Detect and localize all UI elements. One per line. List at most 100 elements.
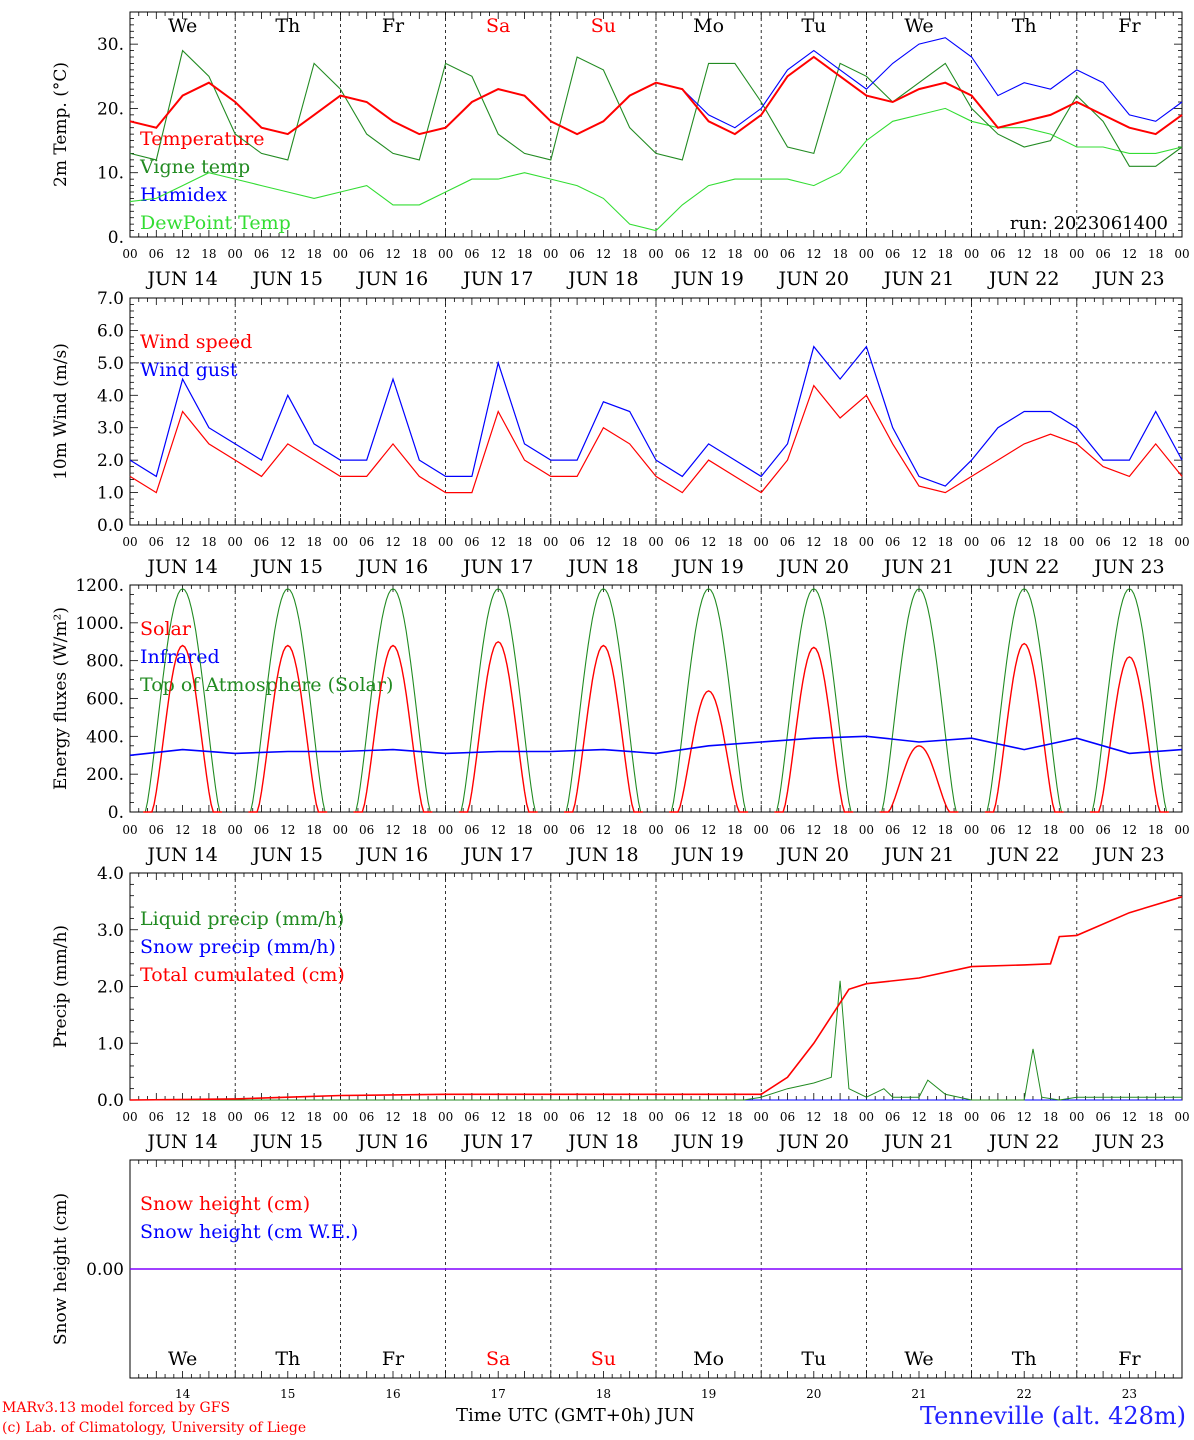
hour-tick-label: 06	[990, 535, 1005, 549]
series-line-top-of-atmosphere-solar	[984, 588, 1064, 813]
hour-tick-label: 18	[517, 823, 532, 837]
series-line-solar	[143, 644, 223, 813]
hour-tick-label: 00	[333, 823, 348, 837]
y-axis-label: 2m Temp. (°C)	[51, 62, 71, 187]
hour-tick-label: 18	[306, 535, 321, 549]
hour-tick-label: 06	[359, 823, 374, 837]
hour-tick-label: 18	[517, 535, 532, 549]
series-line-total-cumulated-cm-	[129, 896, 1183, 1101]
date-label: JUN 16	[356, 1131, 428, 1153]
hour-tick-label: 06	[780, 247, 795, 261]
hour-tick-label: 00	[438, 535, 453, 549]
date-label: JUN 18	[566, 268, 638, 290]
hour-tick-label: 18	[622, 1110, 637, 1124]
hour-tick-label: 06	[359, 1110, 374, 1124]
hour-tick-label: 06	[675, 823, 690, 837]
hour-tick-label: 00	[1069, 247, 1084, 261]
hour-tick-label: 18	[201, 535, 216, 549]
series-line-vigne-temp	[129, 49, 1183, 167]
hour-tick-label: 12	[1017, 247, 1032, 261]
hour-tick-label: 06	[885, 247, 900, 261]
date-label: JUN 15	[251, 844, 323, 866]
hour-tick-label: 12	[911, 535, 926, 549]
hour-tick-label: 06	[1095, 535, 1110, 549]
hour-tick-label: 18	[832, 247, 847, 261]
series-line-top-of-atmosphere-solar	[1089, 588, 1169, 813]
date-label: JUN 23	[1092, 1131, 1164, 1153]
date-label: JUN 14	[145, 268, 217, 290]
hour-tick-label: 06	[359, 535, 374, 549]
date-label: JUN 22	[987, 556, 1059, 578]
hour-tick-label: 18	[201, 247, 216, 261]
hour-tick-label: 06	[149, 823, 164, 837]
hour-tick-label: 00	[333, 247, 348, 261]
series-line-solar	[248, 644, 328, 813]
hour-tick-label: 00	[543, 823, 558, 837]
hour-tick-label: 00	[964, 823, 979, 837]
date-label: JUN 18	[566, 556, 638, 578]
series-line-solar	[669, 690, 749, 813]
hour-tick-label: 18	[1148, 535, 1163, 549]
weekday-label: Th	[1012, 15, 1037, 37]
date-label: JUN 17	[461, 844, 533, 866]
hour-tick-label: 12	[385, 823, 400, 837]
date-label: JUN 16	[356, 556, 428, 578]
y-tick-label: 10.	[97, 164, 124, 184]
hour-tick-label: 12	[491, 247, 506, 261]
hour-tick-label: 00	[1174, 247, 1189, 261]
hour-tick-label: 18	[412, 535, 427, 549]
hour-tick-label: 00	[859, 823, 874, 837]
hour-tick-label: 06	[569, 535, 584, 549]
hour-tick-label: 12	[280, 535, 295, 549]
hour-tick-label: 12	[701, 1110, 716, 1124]
y-axis-label: 10m Wind (m/s)	[51, 343, 71, 480]
date-label: JUN 14	[145, 556, 217, 578]
series-line-solar	[1089, 656, 1169, 813]
date-label: JUN 15	[251, 268, 323, 290]
plot-frame	[129, 11, 1183, 238]
legend-entry: Humidex	[140, 184, 227, 206]
date-label: JUN 19	[671, 844, 743, 866]
y-tick-label: 200.	[86, 765, 124, 785]
hour-tick-label: 06	[149, 535, 164, 549]
hour-tick-label: 06	[1095, 823, 1110, 837]
hour-tick-label: 18	[1148, 823, 1163, 837]
hour-tick-label: 06	[254, 535, 269, 549]
date-label: JUN 21	[882, 1131, 954, 1153]
hour-tick-label: 12	[1122, 1110, 1137, 1124]
legend-entry: Liquid precip (mm/h)	[140, 908, 344, 930]
hour-tick-label: 06	[569, 1110, 584, 1124]
hour-tick-label: 06	[675, 247, 690, 261]
hour-tick-label: 18	[201, 823, 216, 837]
hour-tick-label: 18	[727, 1110, 742, 1124]
hour-tick-label: 12	[385, 535, 400, 549]
hour-tick-label: 12	[385, 1110, 400, 1124]
y-tick-label: 20.	[97, 99, 124, 119]
date-label: JUN 15	[251, 1131, 323, 1153]
hour-tick-label: 18	[1043, 1110, 1058, 1124]
weekday-label: Sa	[486, 15, 510, 37]
weekday-label: We	[904, 15, 933, 37]
date-label: JUN 16	[356, 268, 428, 290]
hour-tick-label: 00	[1069, 823, 1084, 837]
hour-tick-label: 06	[359, 247, 374, 261]
legend-entry: Wind gust	[140, 359, 238, 381]
hour-tick-label: 06	[464, 823, 479, 837]
hour-tick-label: 00	[1069, 1110, 1084, 1124]
y-tick-label: 4.0	[97, 386, 124, 406]
weekday-label: We	[904, 1348, 933, 1370]
hour-tick-label: 00	[543, 247, 558, 261]
date-label: JUN 20	[777, 1131, 849, 1153]
hour-tick-label: 00	[754, 247, 769, 261]
date-label: JUN 20	[777, 268, 849, 290]
y-tick-label: 2.0	[97, 451, 124, 471]
hour-tick-label: 00	[333, 535, 348, 549]
legend-entry: DewPoint Temp	[140, 212, 291, 234]
hour-tick-label: 12	[701, 823, 716, 837]
run-label: run: 2023061400	[1010, 213, 1168, 234]
date-label: JUN 22	[987, 268, 1059, 290]
date-label: JUN 23	[1092, 268, 1164, 290]
date-label: JUN 23	[1092, 556, 1164, 578]
day-number-label: 23	[1122, 1387, 1137, 1401]
